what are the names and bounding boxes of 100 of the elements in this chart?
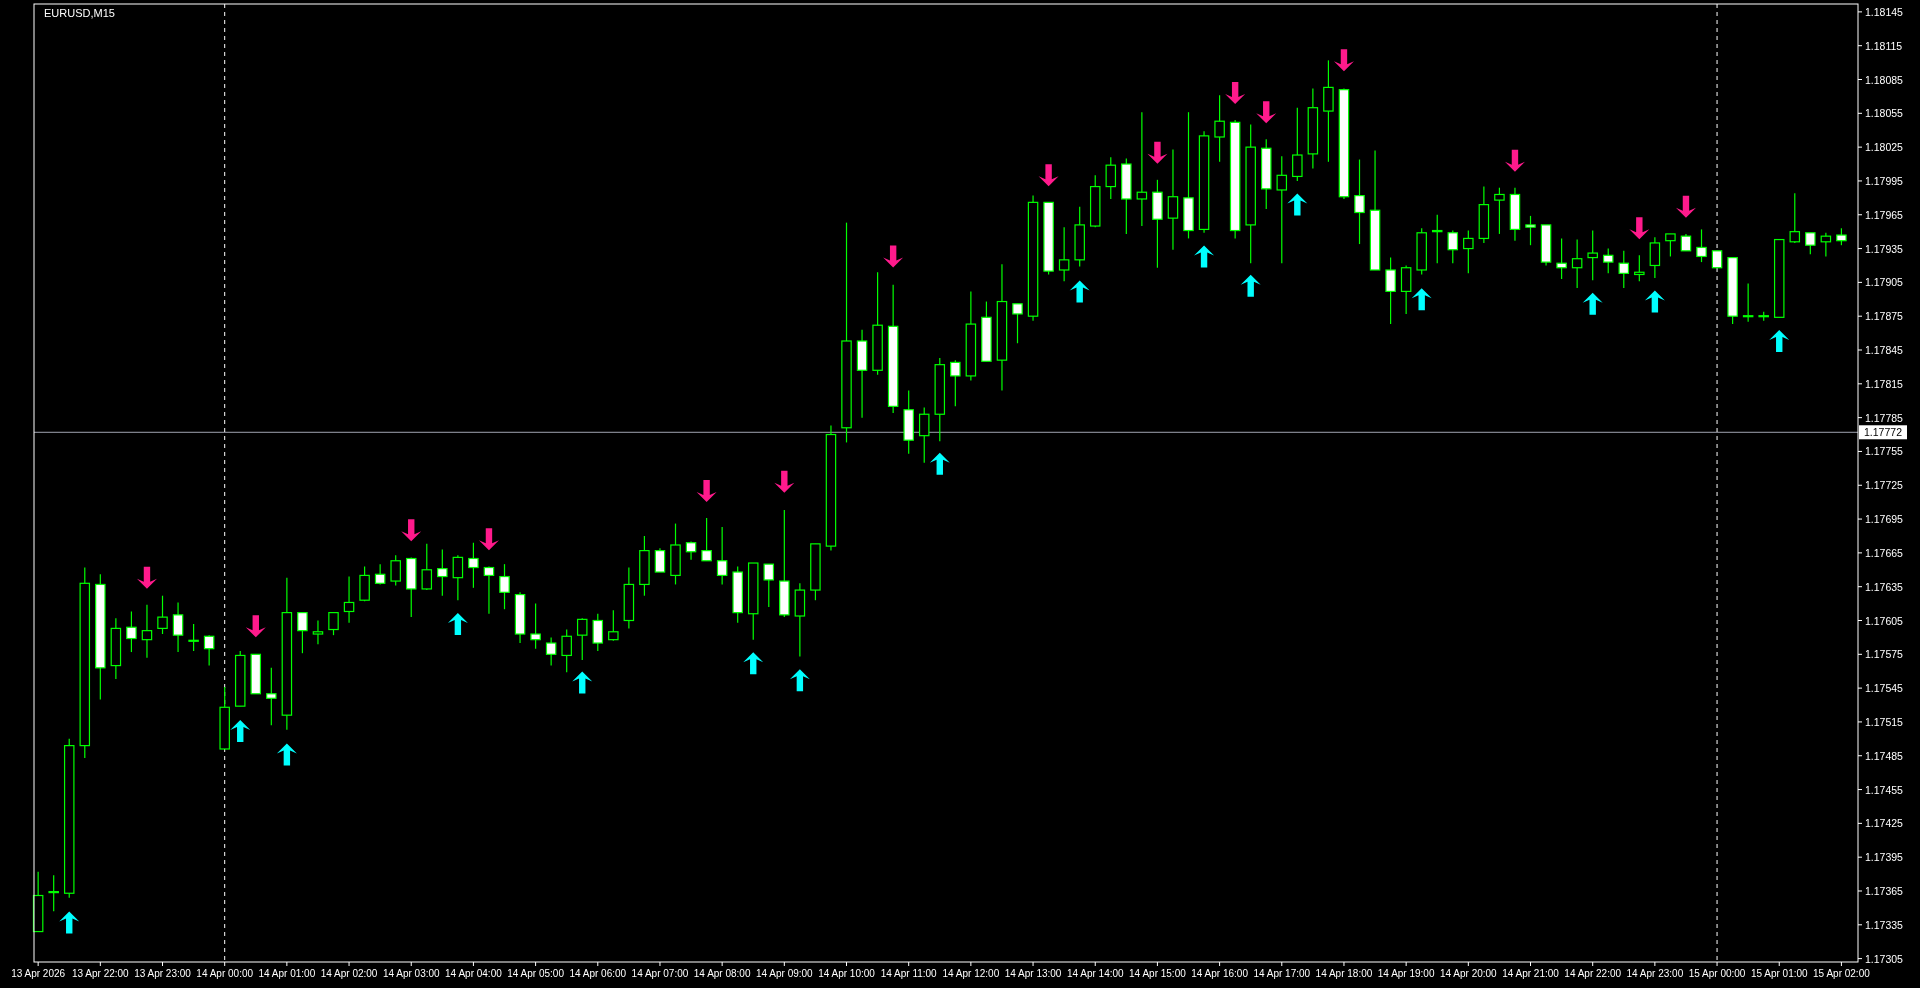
y-tick-label: 1.17305 <box>1865 952 1904 965</box>
point <box>1675 195 1696 218</box>
candlestick <box>654 547 666 573</box>
x-tick-label: 14 Apr 19:00 <box>1377 968 1435 979</box>
candlestick <box>1276 155 1288 264</box>
candlestick <box>421 543 433 591</box>
candlestick <box>483 565 495 615</box>
y-tick-label: 1.17635 <box>1865 580 1904 593</box>
x-tick-label: 14 Apr 01:00 <box>258 968 316 979</box>
candlestick <box>141 604 153 659</box>
point <box>1038 164 1059 187</box>
candlestick <box>576 617 588 661</box>
y-tick-label: 1.17485 <box>1865 749 1904 762</box>
y-tick-label: 1.17755 <box>1865 445 1904 458</box>
y-tick-label: 1.17425 <box>1865 817 1904 830</box>
x-tick-label: 13 Apr 2026 <box>11 968 66 979</box>
x-tick-label: 14 Apr 18:00 <box>1315 968 1373 979</box>
x-tick-label: 14 Apr 15:00 <box>1129 968 1187 979</box>
candlestick <box>390 554 401 587</box>
candlestick <box>545 636 557 667</box>
y-tick-label: 1.17995 <box>1865 174 1904 187</box>
candlestick <box>343 575 355 624</box>
candlestick <box>328 612 339 636</box>
candlestick <box>126 610 137 653</box>
x-tick-label: 14 Apr 06:00 <box>569 968 627 979</box>
point <box>1287 193 1308 216</box>
x-tick-label: 14 Apr 12:00 <box>942 968 1000 979</box>
x-tick-label: 15 Apr 00:00 <box>1688 968 1746 979</box>
candlestick <box>1136 111 1148 227</box>
candlestick <box>950 359 961 407</box>
y-tick-label: 1.18025 <box>1865 141 1904 154</box>
candlestick <box>1431 214 1443 264</box>
point <box>1769 329 1790 352</box>
point <box>789 669 810 692</box>
candlestick <box>1742 282 1754 323</box>
point <box>401 519 422 542</box>
point <box>1240 274 1261 297</box>
point <box>245 615 266 638</box>
point <box>447 612 468 635</box>
candlestick <box>592 613 604 652</box>
candlestick <box>1789 192 1801 244</box>
x-tick-label: 14 Apr 04:00 <box>445 968 503 979</box>
x-tick-label: 14 Apr 16:00 <box>1191 968 1249 979</box>
point <box>1504 149 1525 172</box>
x-tick-label: 14 Apr 21:00 <box>1502 968 1560 979</box>
point <box>1069 280 1090 303</box>
x-tick-label: 14 Apr 11:00 <box>880 968 938 979</box>
x-tick-label: 14 Apr 10:00 <box>818 968 876 979</box>
ref-line-label: 1.17772 <box>1864 426 1903 439</box>
candlestick <box>1649 236 1661 279</box>
candlestick <box>701 517 712 562</box>
candlestick <box>1634 254 1645 282</box>
candlestick <box>1665 233 1676 258</box>
candlestick <box>1556 237 1567 280</box>
candlestick <box>157 595 168 635</box>
candlestick <box>716 526 728 586</box>
x-tick-label: 14 Apr 14:00 <box>1066 968 1125 979</box>
point <box>929 452 950 475</box>
y-tick-label: 1.17845 <box>1865 344 1904 357</box>
candlestick <box>561 628 572 673</box>
y-tick-label: 1.17395 <box>1865 851 1904 864</box>
x-tick-label: 13 Apr 22:00 <box>71 968 130 979</box>
candlestick <box>1323 59 1334 163</box>
candlestick <box>1494 187 1505 235</box>
y-tick-label: 1.17935 <box>1865 242 1904 255</box>
candlestick <box>1587 229 1598 281</box>
point <box>1256 101 1277 124</box>
candlestick <box>1571 238 1583 289</box>
x-tick-label: 14 Apr 22:00 <box>1564 968 1622 979</box>
x-tick-label: 14 Apr 13:00 <box>1004 968 1062 979</box>
candlestick <box>1012 303 1023 344</box>
candlestick <box>608 609 619 642</box>
point <box>743 652 764 675</box>
candlestick <box>1447 229 1459 264</box>
point <box>136 566 157 589</box>
candlestick <box>1525 215 1536 246</box>
x-tick-label: 14 Apr 03:00 <box>382 968 441 979</box>
x-tick-label: 14 Apr 08:00 <box>693 968 751 979</box>
x-tick-label: 14 Apr 17:00 <box>1253 968 1311 979</box>
candlestick <box>1805 232 1816 255</box>
candlestick <box>1354 158 1365 245</box>
point <box>1333 49 1354 72</box>
x-tick-label: 14 Apr 23:00 <box>1626 968 1684 979</box>
x-tick-label: 13 Apr 23:00 <box>134 968 192 979</box>
y-tick-label: 1.17605 <box>1865 614 1904 627</box>
point <box>1147 141 1168 164</box>
y-tick-label: 1.17725 <box>1865 479 1904 492</box>
y-tick-label: 1.17515 <box>1865 715 1904 728</box>
y-tick-label: 1.17455 <box>1865 783 1904 796</box>
point <box>1411 288 1432 311</box>
y-tick-label: 1.18145 <box>1865 5 1904 18</box>
point <box>1225 82 1246 105</box>
point <box>276 743 297 766</box>
candlestick <box>1602 247 1614 274</box>
x-tick-label: 14 Apr 02:00 <box>320 968 378 979</box>
y-tick-label: 1.17695 <box>1865 513 1904 526</box>
candlestick <box>1214 94 1225 163</box>
candlestick <box>1385 256 1396 325</box>
y-tick-label: 1.18115 <box>1865 39 1903 52</box>
y-tick-label: 1.17575 <box>1865 648 1904 661</box>
